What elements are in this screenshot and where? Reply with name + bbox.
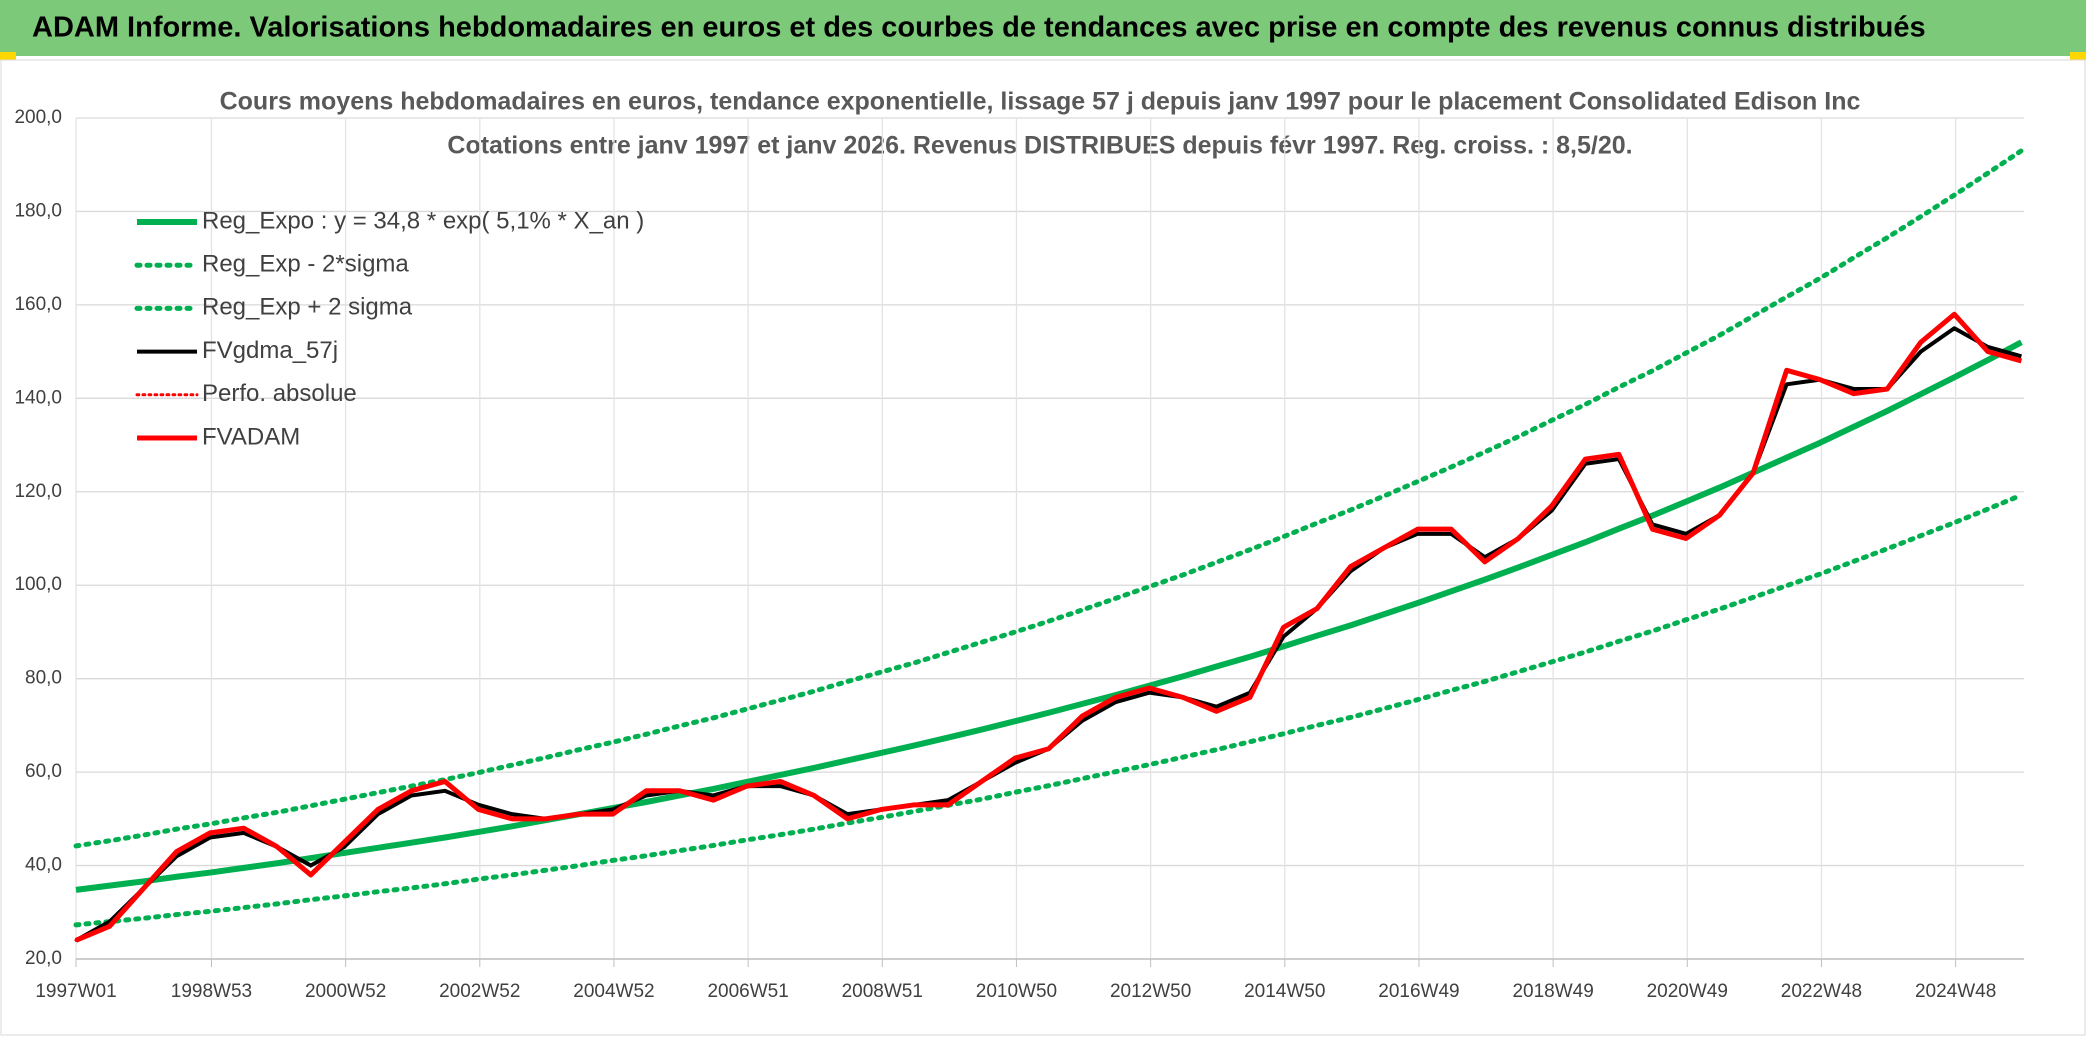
x-tick-label: 2012W50 bbox=[1110, 981, 1191, 1002]
series-line bbox=[75, 311, 2023, 943]
legend-label: Reg_Exp + 2 sigma bbox=[202, 294, 413, 321]
x-tick-label: 2008W51 bbox=[842, 981, 923, 1002]
x-tick-label: 2020W49 bbox=[1647, 981, 1728, 1002]
legend-label: Reg_Expo : y = 34,8 * exp( 5,1% * X_an ) bbox=[202, 207, 644, 234]
y-tick-label: 20,0 bbox=[25, 948, 62, 969]
y-tick-label: 200,0 bbox=[14, 107, 62, 128]
x-tick-label: 2022W48 bbox=[1781, 981, 1862, 1002]
x-tick-label: 2000W52 bbox=[305, 981, 386, 1002]
series-line bbox=[73, 148, 2024, 849]
x-tick-label: 2014W50 bbox=[1244, 981, 1325, 1002]
header-bar bbox=[0, 0, 2086, 56]
series-line bbox=[75, 339, 2023, 893]
chart-title: Cours moyens hebdomadaires en euros, ten… bbox=[220, 88, 1861, 116]
x-tick-label: 2018W49 bbox=[1512, 981, 1593, 1002]
corner-mark bbox=[0, 52, 16, 60]
chart-frame bbox=[0, 59, 2086, 1036]
y-tick-label: 120,0 bbox=[14, 481, 62, 502]
y-tick-label: 180,0 bbox=[14, 200, 62, 221]
legend-label: Perfo. absolue bbox=[202, 380, 357, 407]
y-tick-label: 140,0 bbox=[14, 387, 62, 408]
y-tick-label: 60,0 bbox=[25, 761, 62, 782]
x-tick-label: 1998W53 bbox=[171, 981, 252, 1002]
y-tick-label: 100,0 bbox=[14, 574, 62, 595]
x-tick-label: 2006W51 bbox=[707, 981, 788, 1002]
x-tick-label: 2004W52 bbox=[573, 981, 654, 1002]
chart-subtitle: Cotations entre janv 1997 et janv 2026. … bbox=[447, 132, 1632, 160]
y-tick-label: 40,0 bbox=[25, 855, 62, 876]
legend-label: FVgdma_57j bbox=[202, 337, 338, 364]
series-line bbox=[73, 492, 2024, 928]
legend-label: Reg_Exp - 2*sigma bbox=[202, 251, 409, 278]
corner-mark bbox=[2070, 52, 2086, 60]
x-tick-label: 2002W52 bbox=[439, 981, 520, 1002]
y-tick-label: 80,0 bbox=[25, 668, 62, 689]
header-title: ADAM Informe. Valorisations hebdomadaire… bbox=[32, 12, 1926, 44]
x-tick-label: 2024W48 bbox=[1915, 981, 1996, 1002]
legend-label: FVADAM bbox=[202, 423, 300, 450]
y-tick-label: 160,0 bbox=[14, 294, 62, 315]
x-tick-label: 2016W49 bbox=[1378, 981, 1459, 1002]
x-tick-label: 1997W01 bbox=[35, 981, 116, 1002]
x-tick-label: 2010W50 bbox=[976, 981, 1057, 1002]
